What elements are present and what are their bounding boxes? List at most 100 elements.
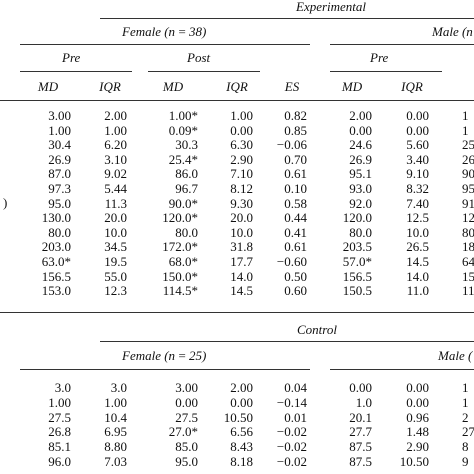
- cell: 2.00: [349, 108, 372, 123]
- cell: 30.3: [175, 137, 198, 153]
- period-label: Pre: [370, 50, 389, 65]
- cell: 8: [462, 439, 469, 455]
- cell: 1.0: [355, 394, 372, 410]
- cell: 1: [462, 394, 469, 410]
- column-header: IQR: [401, 79, 423, 94]
- cell: 90.0*: [168, 195, 198, 211]
- cell: 12.5: [406, 210, 429, 226]
- rule: [0, 312, 474, 313]
- cell: 8.18: [230, 454, 253, 469]
- cell: 1.00: [48, 394, 71, 410]
- cell: 27.7: [349, 424, 372, 440]
- cell: 172.0*: [162, 239, 198, 255]
- cell: 87.5: [349, 454, 372, 469]
- cell: 64: [462, 254, 474, 269]
- cell: 0.10: [284, 181, 307, 196]
- subgroup-title: Female (n = 38): [122, 24, 207, 39]
- cell: 3.00: [48, 108, 71, 123]
- cell: 93.0: [349, 181, 372, 196]
- subgroup-title: Male (: [438, 348, 473, 363]
- cell: 0.61: [284, 166, 307, 182]
- cell: 80.0: [48, 224, 71, 240]
- cell: 55.0: [104, 268, 127, 284]
- cell: 27: [462, 424, 474, 440]
- cell: 0.00: [406, 122, 429, 138]
- cell: 0.85: [284, 122, 307, 138]
- cell: 150.0*: [162, 268, 198, 284]
- cell: 30.4: [48, 137, 71, 153]
- cell: 6.30: [230, 137, 253, 153]
- cell: 180: [462, 239, 474, 255]
- cell: 14.5: [406, 254, 429, 269]
- cell: 80.0: [175, 224, 198, 240]
- cell: 12.3: [104, 283, 127, 299]
- cell: 96.0: [48, 454, 71, 469]
- cell: 1: [462, 380, 469, 395]
- cell: 20.0: [230, 210, 253, 226]
- cell: 8.43: [230, 439, 253, 455]
- cell: 90: [462, 166, 474, 182]
- cell: 31.8: [230, 239, 253, 255]
- cell: 0.00: [406, 108, 429, 123]
- cell: 1.00*: [168, 108, 198, 123]
- cell: 9.02: [104, 166, 127, 182]
- cell: −0.14: [276, 394, 307, 410]
- cell: 0.00: [230, 122, 253, 138]
- cell: 27.5: [175, 409, 198, 425]
- cell: 0.44: [284, 210, 307, 226]
- cell: 85.1: [48, 439, 71, 455]
- cell: 14.0: [230, 268, 253, 284]
- rule: [20, 71, 132, 72]
- cell: 10.0: [406, 224, 429, 240]
- cell: 0.00: [406, 394, 429, 410]
- subgroup-title: Male (n: [432, 24, 473, 39]
- cell: 91: [462, 195, 474, 211]
- cell: 156.5: [342, 268, 372, 284]
- cell: 95.0: [175, 454, 198, 469]
- cell: 17.7: [230, 254, 253, 269]
- group-title: Experimental: [296, 0, 367, 14]
- cell: 10.4: [104, 409, 127, 425]
- cell: −0.06: [276, 137, 307, 153]
- column-header: MD: [37, 79, 59, 94]
- cell: 27.5: [48, 409, 71, 425]
- cell: 26: [462, 151, 474, 167]
- cell: 6.20: [104, 137, 127, 153]
- cell: 153.0: [41, 283, 71, 299]
- cell: 120.0: [342, 210, 372, 226]
- cell: 3.40: [406, 151, 429, 167]
- cell: 0.50: [284, 268, 307, 284]
- cell: −0.02: [276, 454, 307, 469]
- cell: −0.02: [276, 424, 307, 440]
- cell: 10.50: [223, 409, 253, 425]
- cell: 12: [462, 210, 474, 226]
- cell: 95.0: [48, 195, 71, 211]
- cell: 1.00: [230, 108, 253, 123]
- cell: 203.0: [41, 239, 71, 255]
- cell: 150: [462, 268, 474, 284]
- group-title: Control: [297, 322, 337, 337]
- cell: 0.61: [284, 239, 307, 255]
- cell: 9: [462, 454, 469, 469]
- cell: 150.5: [342, 283, 372, 299]
- cell: 1.48: [406, 424, 429, 440]
- cell: 0.09*: [168, 122, 198, 138]
- column-header: MD: [341, 79, 363, 94]
- cell: 1: [462, 108, 469, 123]
- cell: 95.1: [349, 166, 372, 182]
- period-label: Pre: [62, 50, 81, 65]
- rule: [330, 71, 442, 72]
- cell: 14.0: [406, 268, 429, 284]
- cell: 25.4*: [168, 151, 198, 167]
- cell: 26.9: [349, 151, 372, 167]
- cell: 2.00: [230, 380, 253, 395]
- cell: 3.10: [104, 151, 127, 167]
- cell: 3.00: [175, 380, 198, 395]
- cell: 8.80: [104, 439, 127, 455]
- cell: 7.10: [230, 166, 253, 182]
- cell: 95: [462, 181, 474, 196]
- cell: −0.60: [276, 254, 307, 269]
- rule: [330, 369, 474, 370]
- cell: 92.0: [349, 195, 372, 211]
- column-header: IQR: [99, 79, 121, 94]
